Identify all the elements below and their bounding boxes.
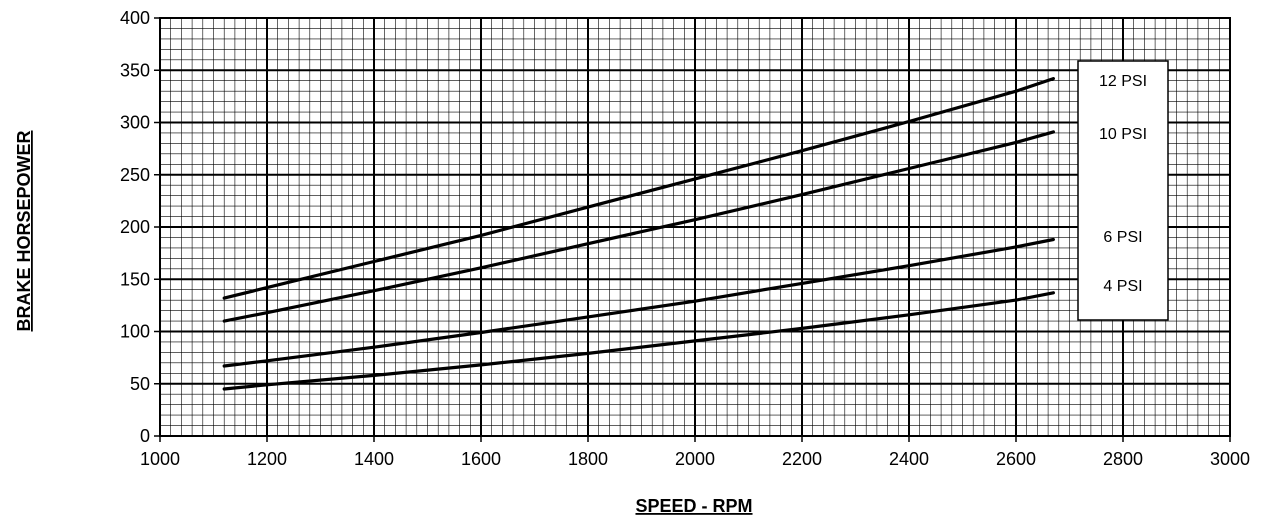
x-tick-label: 3000 (1210, 449, 1250, 469)
x-tick-label: 2000 (675, 449, 715, 469)
series-line-10-psi (222, 130, 1056, 323)
x-tick-label: 1800 (568, 449, 608, 469)
series-lines (222, 76, 1056, 391)
x-tick-label: 2800 (1103, 449, 1143, 469)
y-tick-label: 100 (120, 322, 150, 342)
y-tick-label: 0 (140, 426, 150, 446)
y-axis-ticks: 0 50 100 150 200 250 300 350 400 (120, 8, 160, 446)
y-tick-label: 300 (120, 113, 150, 133)
series-line-6-psi (222, 237, 1056, 368)
x-tick-label: 1200 (247, 449, 287, 469)
x-tick-label: 2600 (996, 449, 1036, 469)
x-axis-ticks: 1000 1200 1400 1600 1800 2000 2200 2400 2600 2800… (140, 436, 1250, 469)
series-line-4-psi (222, 291, 1056, 391)
series-line-12-psi (222, 76, 1056, 300)
x-axis-title: SPEED - RPM (635, 496, 752, 516)
legend-label-6-psi: 6 PSI (1103, 229, 1142, 246)
x-tick-label: 2400 (889, 449, 929, 469)
y-axis-title: BRAKE HORSEPOWER (14, 130, 34, 331)
legend-box (1077, 60, 1169, 321)
x-tick-label: 1400 (354, 449, 394, 469)
x-tick-label: 2200 (782, 449, 822, 469)
legend-label-10-psi: 10 PSI (1099, 126, 1147, 143)
y-tick-label: 50 (130, 374, 150, 394)
x-tick-label: 1000 (140, 449, 180, 469)
x-tick-label: 1600 (461, 449, 501, 469)
legend-label-12-psi: 12 PSI (1099, 73, 1147, 90)
y-tick-label: 150 (120, 269, 150, 289)
legend-label-4-psi: 4 PSI (1103, 278, 1142, 295)
y-tick-label: 350 (120, 60, 150, 80)
y-tick-label: 200 (120, 217, 150, 237)
y-tick-label: 250 (120, 165, 150, 185)
legend: 12 PSI 10 PSI 6 PSI 4 PSI (1077, 60, 1169, 321)
y-tick-label: 400 (120, 8, 150, 28)
